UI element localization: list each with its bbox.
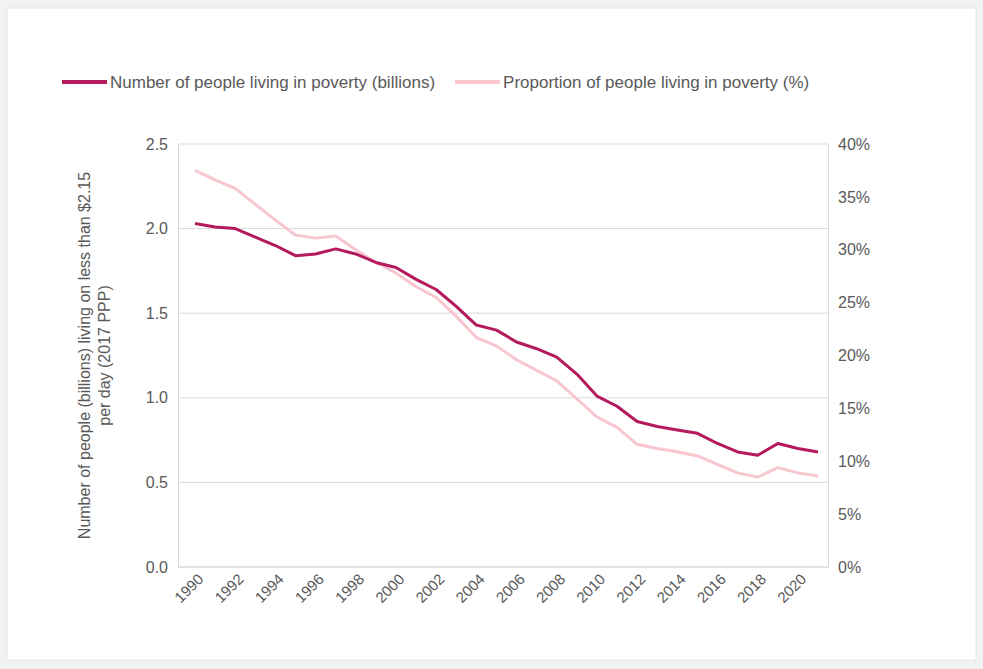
y2-tick-label: 40% <box>838 136 870 153</box>
x-tick-label: 2012 <box>613 570 649 606</box>
x-tick: 2018 <box>734 567 770 606</box>
y2-axis: 0% 5% 10% 15% 20% 25% 30% 35% 40% <box>828 136 870 576</box>
x-tick: 2010 <box>573 567 609 606</box>
y2-tick-label: 15% <box>838 400 870 417</box>
x-tick-label: 2000 <box>372 570 408 606</box>
y-tick-label: 1.5 <box>146 305 168 322</box>
grid-line <box>178 397 828 398</box>
y2-tick-label: 0% <box>838 559 861 576</box>
legend-swatch <box>455 80 500 84</box>
x-tick: 2012 <box>613 567 649 606</box>
x-tick: 1990 <box>171 567 207 606</box>
x-tick: 2004 <box>452 567 488 606</box>
series-line <box>195 224 818 456</box>
x-tick-label: 2020 <box>774 570 810 606</box>
x-tick: 2014 <box>653 567 689 606</box>
grid-line <box>178 567 828 568</box>
y-axis: 0.0 0.5 1.0 1.5 2.0 2.5 <box>146 136 179 576</box>
y2-tick-label: 20% <box>838 347 870 364</box>
y2-tick-label: 10% <box>838 453 870 470</box>
x-tick: 2002 <box>412 567 448 606</box>
y-tick: 2.0 <box>146 220 178 237</box>
y2-tick: 15% <box>828 400 870 417</box>
grid-line <box>178 313 828 314</box>
y-tick: 2.5 <box>146 136 178 153</box>
legend-label: Proportion of people living in poverty (… <box>503 73 809 92</box>
legend-item: Number of people living in poverty (bill… <box>62 73 435 92</box>
y-tick: 1.5 <box>146 305 178 322</box>
y-axis-title-line: Number of people (billions) living on le… <box>76 172 93 539</box>
y-tick: 0.5 <box>146 474 178 491</box>
y-tick-label: 2.5 <box>146 136 168 153</box>
x-tick-label: 1998 <box>332 570 368 606</box>
x-tick-label: 1992 <box>211 570 247 606</box>
y2-tick: 35% <box>828 188 870 205</box>
y-tick-label: 2.0 <box>146 220 168 237</box>
x-axis-line <box>178 567 828 568</box>
x-tick-label: 1994 <box>251 570 287 606</box>
y-axis-title: Number of people (billions) living on le… <box>76 172 113 539</box>
x-tick-label: 2016 <box>693 570 729 606</box>
x-tick: 2016 <box>693 567 729 606</box>
x-tick: 1998 <box>332 567 368 606</box>
y2-tick: 40% <box>828 136 870 153</box>
y2-tick: 0% <box>828 559 861 576</box>
x-tick-label: 2008 <box>533 570 569 606</box>
x-tick-label: 2004 <box>452 570 488 606</box>
x-tick-label: 1996 <box>291 570 327 606</box>
grid-line <box>178 482 828 483</box>
y-axis-title-line: per day (2017 PPP) <box>96 285 113 426</box>
legend-label: Number of people living in poverty (bill… <box>110 73 435 92</box>
y2-tick: 5% <box>828 506 861 523</box>
grid-line <box>178 228 828 229</box>
x-tick-label: 2018 <box>734 570 770 606</box>
chart-panel <box>7 8 976 660</box>
y2-tick: 20% <box>828 347 870 364</box>
y-tick-label: 1.0 <box>146 389 168 406</box>
x-tick-label: 2010 <box>573 570 609 606</box>
legend-swatch <box>62 80 107 84</box>
x-tick: 2006 <box>492 567 528 606</box>
legend: Number of people living in poverty (bill… <box>62 73 809 92</box>
y2-tick-label: 25% <box>838 294 870 311</box>
x-axis: 1990199219941996199820002002200420062008… <box>171 567 828 606</box>
x-tick-label: 1990 <box>171 570 207 606</box>
y-axis-line <box>178 145 179 568</box>
legend-item: Proportion of people living in poverty (… <box>455 73 809 92</box>
x-tick-label: 2006 <box>492 570 528 606</box>
y2-tick: 25% <box>828 294 870 311</box>
x-tick-label: 2014 <box>653 570 689 606</box>
series-line <box>195 170 818 477</box>
x-tick-label: 2002 <box>412 570 448 606</box>
y2-axis-line <box>828 145 829 568</box>
y-tick: 1.0 <box>146 389 178 406</box>
plot-area <box>195 170 818 477</box>
x-tick: 1996 <box>291 567 327 606</box>
y2-tick-label: 35% <box>838 188 870 205</box>
x-tick: 1994 <box>251 567 287 606</box>
grid <box>178 144 828 567</box>
y2-tick: 10% <box>828 453 870 470</box>
x-tick: 2000 <box>372 567 408 606</box>
y-tick-label: 0.5 <box>146 474 168 491</box>
chart-svg: 0.0 0.5 1.0 1.5 2.0 2.5 0% 5% 10% 15% 20% 25% 30% 35%… <box>0 0 983 669</box>
x-tick: 2008 <box>533 567 569 606</box>
x-tick: 2020 <box>774 567 810 606</box>
x-tick: 1992 <box>211 567 247 606</box>
y-tick: 0.0 <box>146 559 178 576</box>
grid-line <box>178 144 828 145</box>
y2-tick-label: 30% <box>838 241 870 258</box>
y2-tick-label: 5% <box>838 506 861 523</box>
y-tick-label: 0.0 <box>146 559 168 576</box>
y2-tick: 30% <box>828 241 870 258</box>
